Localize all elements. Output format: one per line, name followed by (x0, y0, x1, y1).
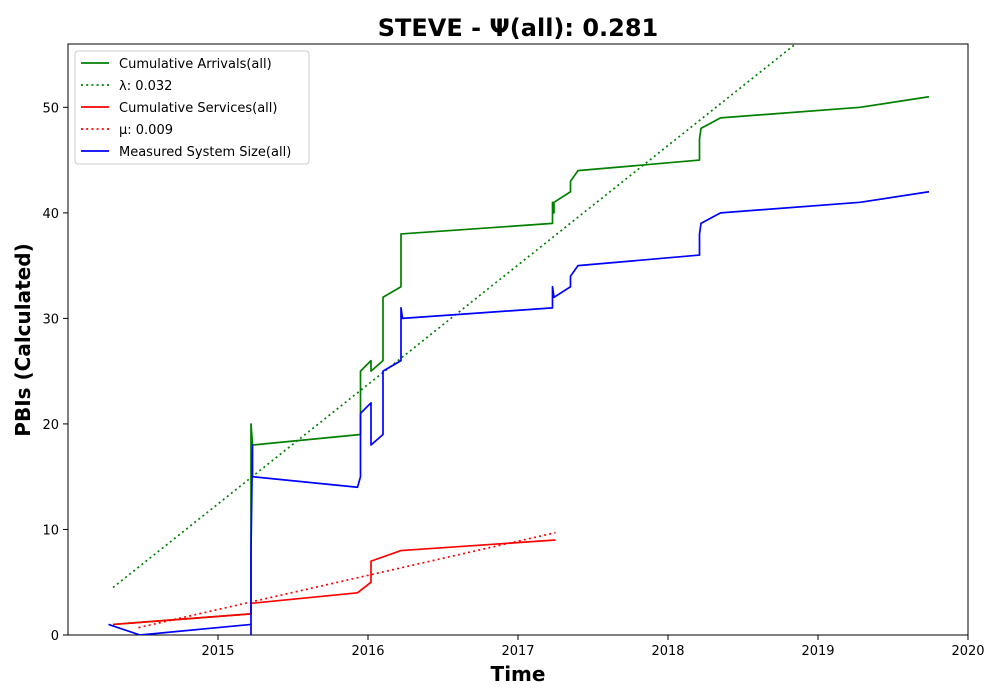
x-tick-label: 2019 (801, 644, 834, 659)
series-line-4 (108, 190, 930, 635)
x-axis-title: Time (491, 662, 546, 686)
legend: Cumulative Arrivals(all) λ: 0.032 Cumulati… (74, 50, 310, 165)
legend-label: μ: 0.009 (119, 123, 173, 138)
legend-label: Cumulative Arrivals(all) (119, 57, 272, 72)
legend-label: λ: 0.032 (119, 79, 172, 94)
x-tick-label: 2016 (351, 644, 384, 659)
y-tick-label: 10 (42, 523, 59, 538)
x-axis-ticks: 2015 2016 2017 2018 2019 2020 (201, 635, 985, 659)
series-layer (108, 44, 930, 635)
x-tick-label: 2018 (651, 644, 684, 659)
series-line-3 (138, 531, 556, 629)
x-tick-label: 2017 (501, 644, 534, 659)
y-tick-label: 0 (51, 629, 59, 644)
y-tick-label: 50 (42, 101, 59, 116)
legend-label: Measured System Size(all) (119, 145, 291, 160)
y-tick-label: 40 (42, 207, 59, 222)
legend-box (74, 50, 310, 165)
legend-label: Cumulative Services(all) (119, 101, 277, 116)
y-tick-label: 30 (42, 312, 59, 327)
chart-title: STEVE - Ψ(all): 0.281 (378, 14, 659, 42)
series-line-2 (112, 539, 556, 626)
series-line-0 (112, 95, 930, 626)
plot-area: 2015 2016 2017 2018 2019 2020 0 10 20 30 40 50 (42, 43, 985, 659)
x-tick-label: 2020 (951, 644, 984, 659)
y-tick-label: 20 (42, 418, 59, 433)
y-axis-title: PBIs (Calculated) (11, 243, 35, 436)
y-axis-ticks: 0 10 20 30 40 50 (42, 101, 68, 644)
x-tick-label: 2015 (201, 644, 234, 659)
